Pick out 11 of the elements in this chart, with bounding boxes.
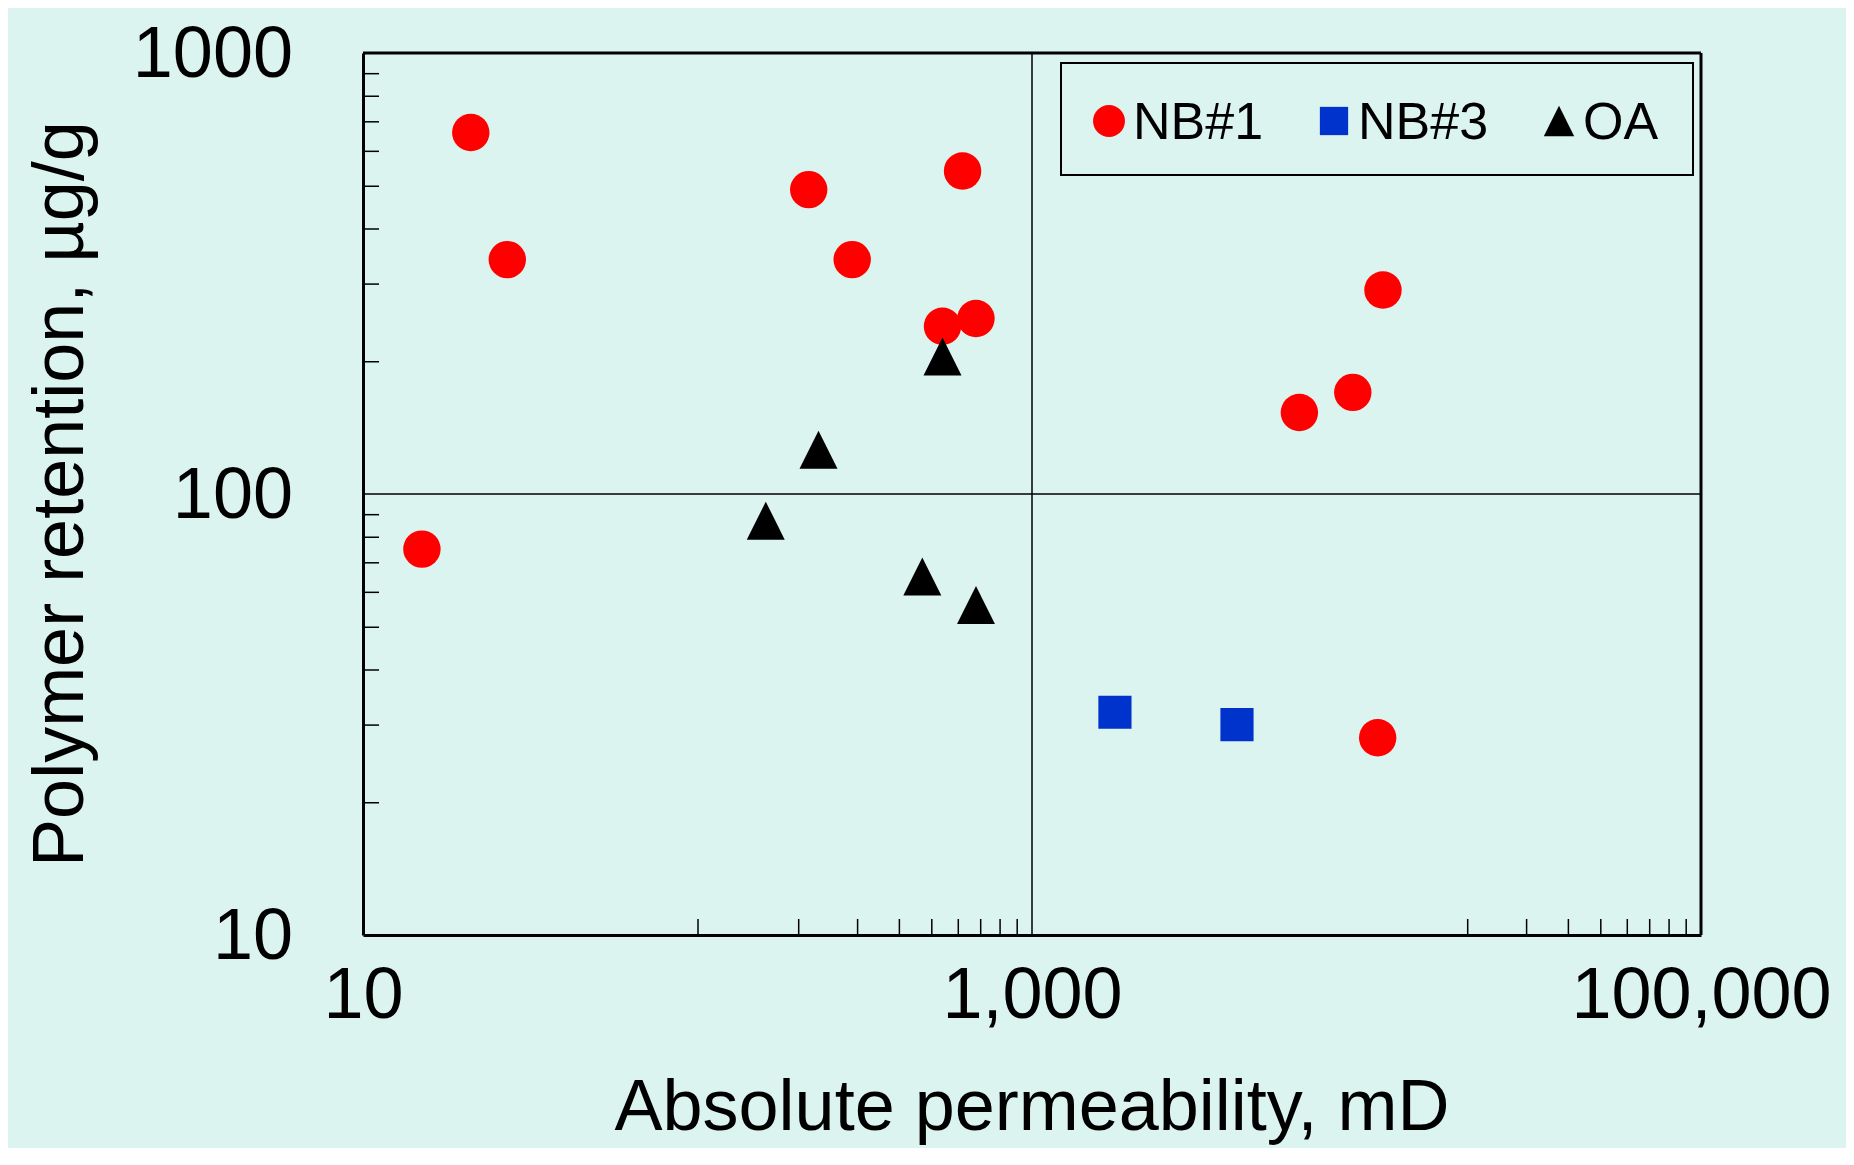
x-tick-label: 10 xyxy=(323,953,404,1034)
y-axis-title: Polymer retention, µg/g xyxy=(18,121,98,867)
y-tick-label: 1000 xyxy=(132,11,293,92)
legend-label: NB#1 xyxy=(1133,92,1264,150)
legend-label: OA xyxy=(1583,92,1659,150)
x-axis-title: Absolute permeability, mD xyxy=(614,1065,1450,1145)
y-tick-label: 10 xyxy=(212,893,293,974)
legend-label: NB#3 xyxy=(1358,92,1489,150)
x-tick-label: 100,000 xyxy=(1571,953,1832,1034)
x-tick-label: 1,000 xyxy=(942,953,1123,1034)
y-tick-label: 100 xyxy=(172,452,293,533)
